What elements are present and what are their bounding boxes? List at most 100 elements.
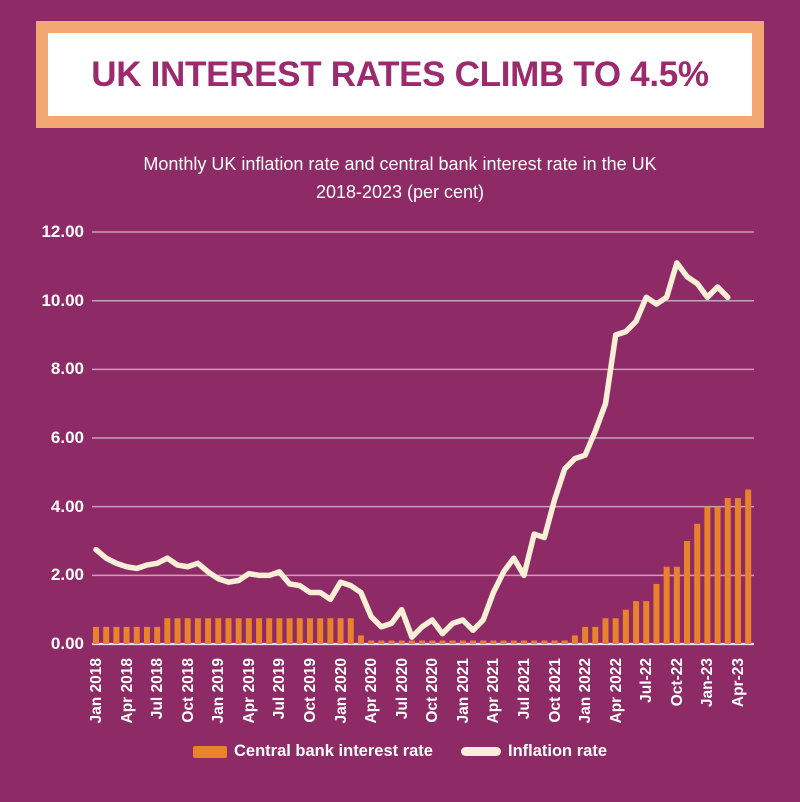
legend-item-interest-rate: Central bank interest rate xyxy=(193,742,433,761)
x-axis-label: Jan 2018 xyxy=(88,658,105,724)
interest-rate-bar xyxy=(235,618,242,644)
interest-rate-bar xyxy=(296,618,303,644)
y-axis-label: 6.00 xyxy=(50,428,84,448)
interest-rate-bar xyxy=(612,618,619,644)
interest-rate-bar xyxy=(449,640,456,644)
interest-rate-bar xyxy=(103,626,110,644)
interest-rate-bar xyxy=(459,640,466,644)
interest-rate-bar xyxy=(194,618,201,644)
interest-rate-bar xyxy=(622,609,629,644)
banner-box: UK INTEREST RATES CLIMB TO 4.5% xyxy=(36,21,764,128)
interest-rate-bar xyxy=(347,618,354,644)
x-axis-label: Apr 2020 xyxy=(363,658,381,724)
interest-rate-bar xyxy=(510,640,517,644)
x-axis-label: Apr-23 xyxy=(729,658,747,708)
interest-rate-bar xyxy=(378,640,385,644)
interest-rate-bar xyxy=(500,640,507,644)
interest-rate-bar xyxy=(368,640,375,644)
x-axis-label: Jan 2019 xyxy=(210,658,228,724)
interest-rate-bar xyxy=(419,640,426,644)
y-axis-label: 12.00 xyxy=(41,222,84,242)
interest-rate-bar xyxy=(184,618,191,644)
interest-rate-bar xyxy=(541,640,548,644)
x-axis-label: Oct 2021 xyxy=(546,658,564,723)
interest-rate-bar xyxy=(704,506,711,644)
x-axis-label: Apr 2022 xyxy=(607,658,625,724)
interest-rate-bar xyxy=(215,618,222,644)
x-axis-label: Apr 2018 xyxy=(118,658,136,724)
x-axis-label: Apr 2021 xyxy=(485,658,503,724)
interest-rate-bar xyxy=(306,618,313,644)
banner-inner: UK INTEREST RATES CLIMB TO 4.5% xyxy=(48,33,752,116)
x-axis-label: Jul 2020 xyxy=(393,658,411,720)
x-axis-label: Jan 2020 xyxy=(332,658,350,724)
y-axis-label: 2.00 xyxy=(50,565,84,585)
interest-rate-bar xyxy=(643,601,650,644)
interest-rate-bar xyxy=(286,618,293,644)
legend-label-interest-rate: Central bank interest rate xyxy=(234,742,433,760)
interest-rate-bar xyxy=(123,626,130,644)
interest-rate-bar xyxy=(653,583,660,644)
chart-subtitle: Monthly UK inflation rate and central ba… xyxy=(0,150,800,206)
interest-rate-bar xyxy=(143,626,150,644)
interest-rate-bar xyxy=(133,626,140,644)
interest-rate-bar xyxy=(531,640,538,644)
interest-rate-bar xyxy=(429,640,436,644)
x-axis-label: Jul 2018 xyxy=(149,658,167,720)
interest-rate-bar xyxy=(592,626,599,644)
interest-rate-bar xyxy=(490,640,497,644)
interest-rate-bar xyxy=(317,618,324,644)
interest-rate-bar xyxy=(633,601,640,644)
interest-rate-bar xyxy=(582,626,589,644)
interest-rate-bar xyxy=(724,498,731,644)
interest-rate-bar xyxy=(357,635,364,644)
interest-rate-bar xyxy=(663,566,670,644)
interest-rate-bar xyxy=(602,618,609,644)
interest-rate-bar xyxy=(480,640,487,644)
inflation-line xyxy=(93,260,731,640)
interest-rate-swatch xyxy=(193,745,227,758)
interest-rate-bar xyxy=(520,640,527,644)
interest-rate-bar xyxy=(256,618,263,644)
legend: Central bank interest rate Inflation rat… xyxy=(0,742,800,761)
legend-item-inflation: Inflation rate xyxy=(460,742,607,761)
y-axis-label: 4.00 xyxy=(50,496,84,516)
chart-subtitle-line1: Monthly UK inflation rate and central ba… xyxy=(143,154,657,174)
x-axis-label: Oct 2018 xyxy=(179,658,197,723)
interest-rate-bar xyxy=(398,640,405,644)
x-axis-label: Oct-22 xyxy=(668,658,686,707)
interest-rate-bar xyxy=(245,618,252,644)
banner-title: UK INTEREST RATES CLIMB TO 4.5% xyxy=(91,54,709,94)
interest-rate-bar xyxy=(113,626,120,644)
interest-rate-bar xyxy=(439,640,446,644)
interest-rate-bar xyxy=(174,618,181,644)
x-axis-label: Oct 2019 xyxy=(301,658,319,723)
interest-rate-bar xyxy=(470,640,477,644)
interest-rate-bar xyxy=(205,618,212,644)
interest-rate-bar xyxy=(164,618,171,644)
x-axis-label: Apr 2019 xyxy=(240,658,258,724)
y-axis-label: 0.00 xyxy=(50,634,84,653)
interest-rate-bar xyxy=(734,498,741,644)
x-axis-label: Jul 2019 xyxy=(271,658,289,720)
chart-subtitle-line2: 2018-2023 (per cent) xyxy=(315,182,485,202)
interest-rate-bar xyxy=(327,618,334,644)
x-axis-label: Jul 2021 xyxy=(515,658,533,720)
interest-rate-bar xyxy=(745,489,752,644)
interest-rate-bar xyxy=(551,640,558,644)
interest-rate-bar xyxy=(694,523,701,644)
interest-rate-bar xyxy=(388,640,395,644)
interest-rate-bar xyxy=(673,566,680,644)
y-axis-label: 8.00 xyxy=(50,359,84,379)
interest-rate-bar xyxy=(571,635,578,644)
x-axis-label: Jan 2021 xyxy=(454,658,472,724)
interest-rate-bar xyxy=(93,626,99,644)
interest-rate-bar xyxy=(714,506,721,644)
x-axis-label: Jan-23 xyxy=(699,658,717,708)
x-axis-label: Jan 2022 xyxy=(577,658,595,724)
y-axis-label: 10.00 xyxy=(41,290,84,310)
interest-rate-bar xyxy=(154,626,161,644)
interest-rate-bar xyxy=(276,618,283,644)
